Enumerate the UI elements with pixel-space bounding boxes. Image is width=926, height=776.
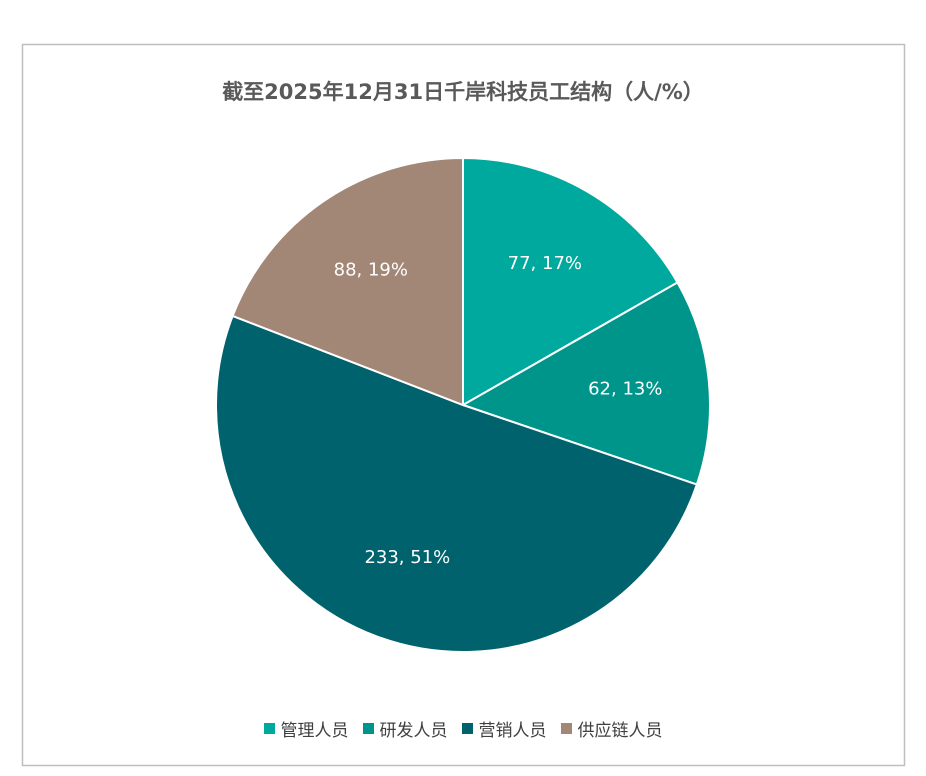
legend-swatch: [560, 723, 572, 734]
pie-slice: [231, 156, 464, 407]
legend-item: 管理人员: [263, 716, 349, 741]
data-label: 88, 19%: [334, 260, 408, 281]
data-label: 77, 17%: [508, 253, 582, 274]
legend-swatch: [461, 723, 473, 734]
legend-item: 供应链人员: [560, 716, 663, 741]
pie: 77, 17% 62, 13% 233, 51% 88, 19%: [214, 156, 711, 654]
legend-item: 研发人员: [362, 716, 448, 741]
data-label: 62, 13%: [588, 378, 662, 399]
legend-label: 管理人员: [280, 721, 349, 741]
legend-label: 研发人员: [379, 721, 448, 741]
chart-title: 截至2025年12月31日千岸科技员工结构（人/%）: [222, 80, 704, 104]
legend-item: 营销人员: [461, 716, 547, 741]
legend-label: 供应链人员: [577, 721, 663, 741]
legend-swatch: [263, 723, 275, 734]
legend: 管理人员 研发人员 营销人员 供应链人员: [0, 716, 926, 741]
pie-slice: [462, 156, 679, 407]
pie-slice: [460, 281, 711, 486]
pie-slice: [214, 314, 699, 654]
data-label: 233, 51%: [364, 547, 450, 568]
legend-label: 营销人员: [478, 721, 547, 741]
legend-swatch: [362, 723, 374, 734]
